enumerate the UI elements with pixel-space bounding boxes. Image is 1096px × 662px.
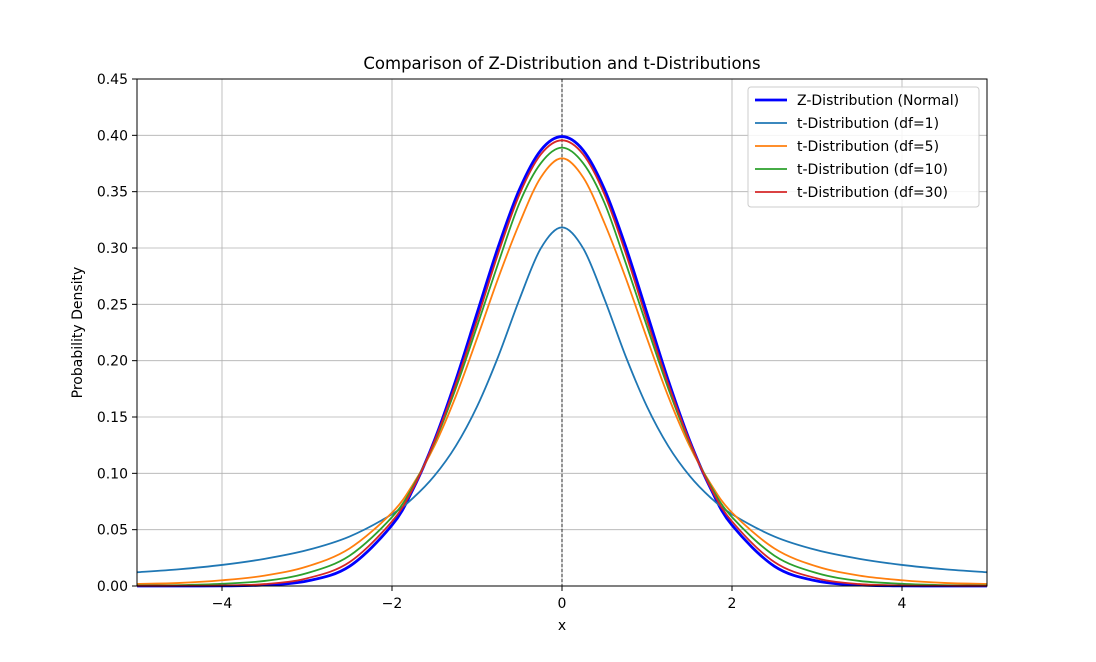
legend: Z-Distribution (Normal) t-Distribution (d… — [747, 86, 980, 208]
x-axis-label: x — [558, 618, 566, 634]
legend-label-1: t-Distribution (df=1) — [797, 116, 939, 132]
legend-box — [747, 86, 980, 208]
y-tick-label: 0.25 — [97, 297, 128, 313]
series-line-3 — [136, 146, 988, 587]
axis-ticks: −4 −2 0 2 4 0.00 0.05 0.10 0.15 0.20 0.25 0.30 0.35 0… — [97, 72, 907, 612]
legend-label-2: t-Distribution (df=5) — [797, 139, 939, 155]
y-tick-label: 0.15 — [97, 410, 128, 426]
y-tick-label: 0.05 — [97, 523, 128, 539]
x-tick-label: 0 — [558, 596, 567, 612]
legend-label-0: Z-Distribution (Normal) — [797, 93, 959, 109]
series-line-4 — [136, 139, 988, 587]
y-tick-label: 0.00 — [97, 579, 128, 595]
y-tick-label: 0.20 — [97, 354, 128, 370]
series-layer — [136, 135, 988, 588]
legend-label-3: t-Distribution (df=10) — [797, 162, 948, 178]
y-tick-label: 0.40 — [97, 128, 128, 144]
x-tick-label: 2 — [728, 596, 737, 612]
y-tick-label: 0.30 — [97, 241, 128, 257]
chart-title: Comparison of Z-Distribution and t-Distr… — [363, 54, 760, 73]
series-line-1 — [136, 226, 988, 574]
y-tick-label: 0.35 — [97, 185, 128, 201]
y-axis-label: Probability Density — [70, 267, 86, 399]
legend-label-4: t-Distribution (df=30) — [797, 185, 948, 201]
x-tick-label: 4 — [898, 596, 907, 612]
series-line-2 — [136, 157, 988, 585]
series-line-0 — [136, 135, 988, 588]
x-tick-label: −2 — [382, 596, 403, 612]
x-tick-label: −4 — [212, 596, 233, 612]
y-tick-label: 0.10 — [97, 466, 128, 482]
y-tick-label: 0.45 — [97, 72, 128, 88]
